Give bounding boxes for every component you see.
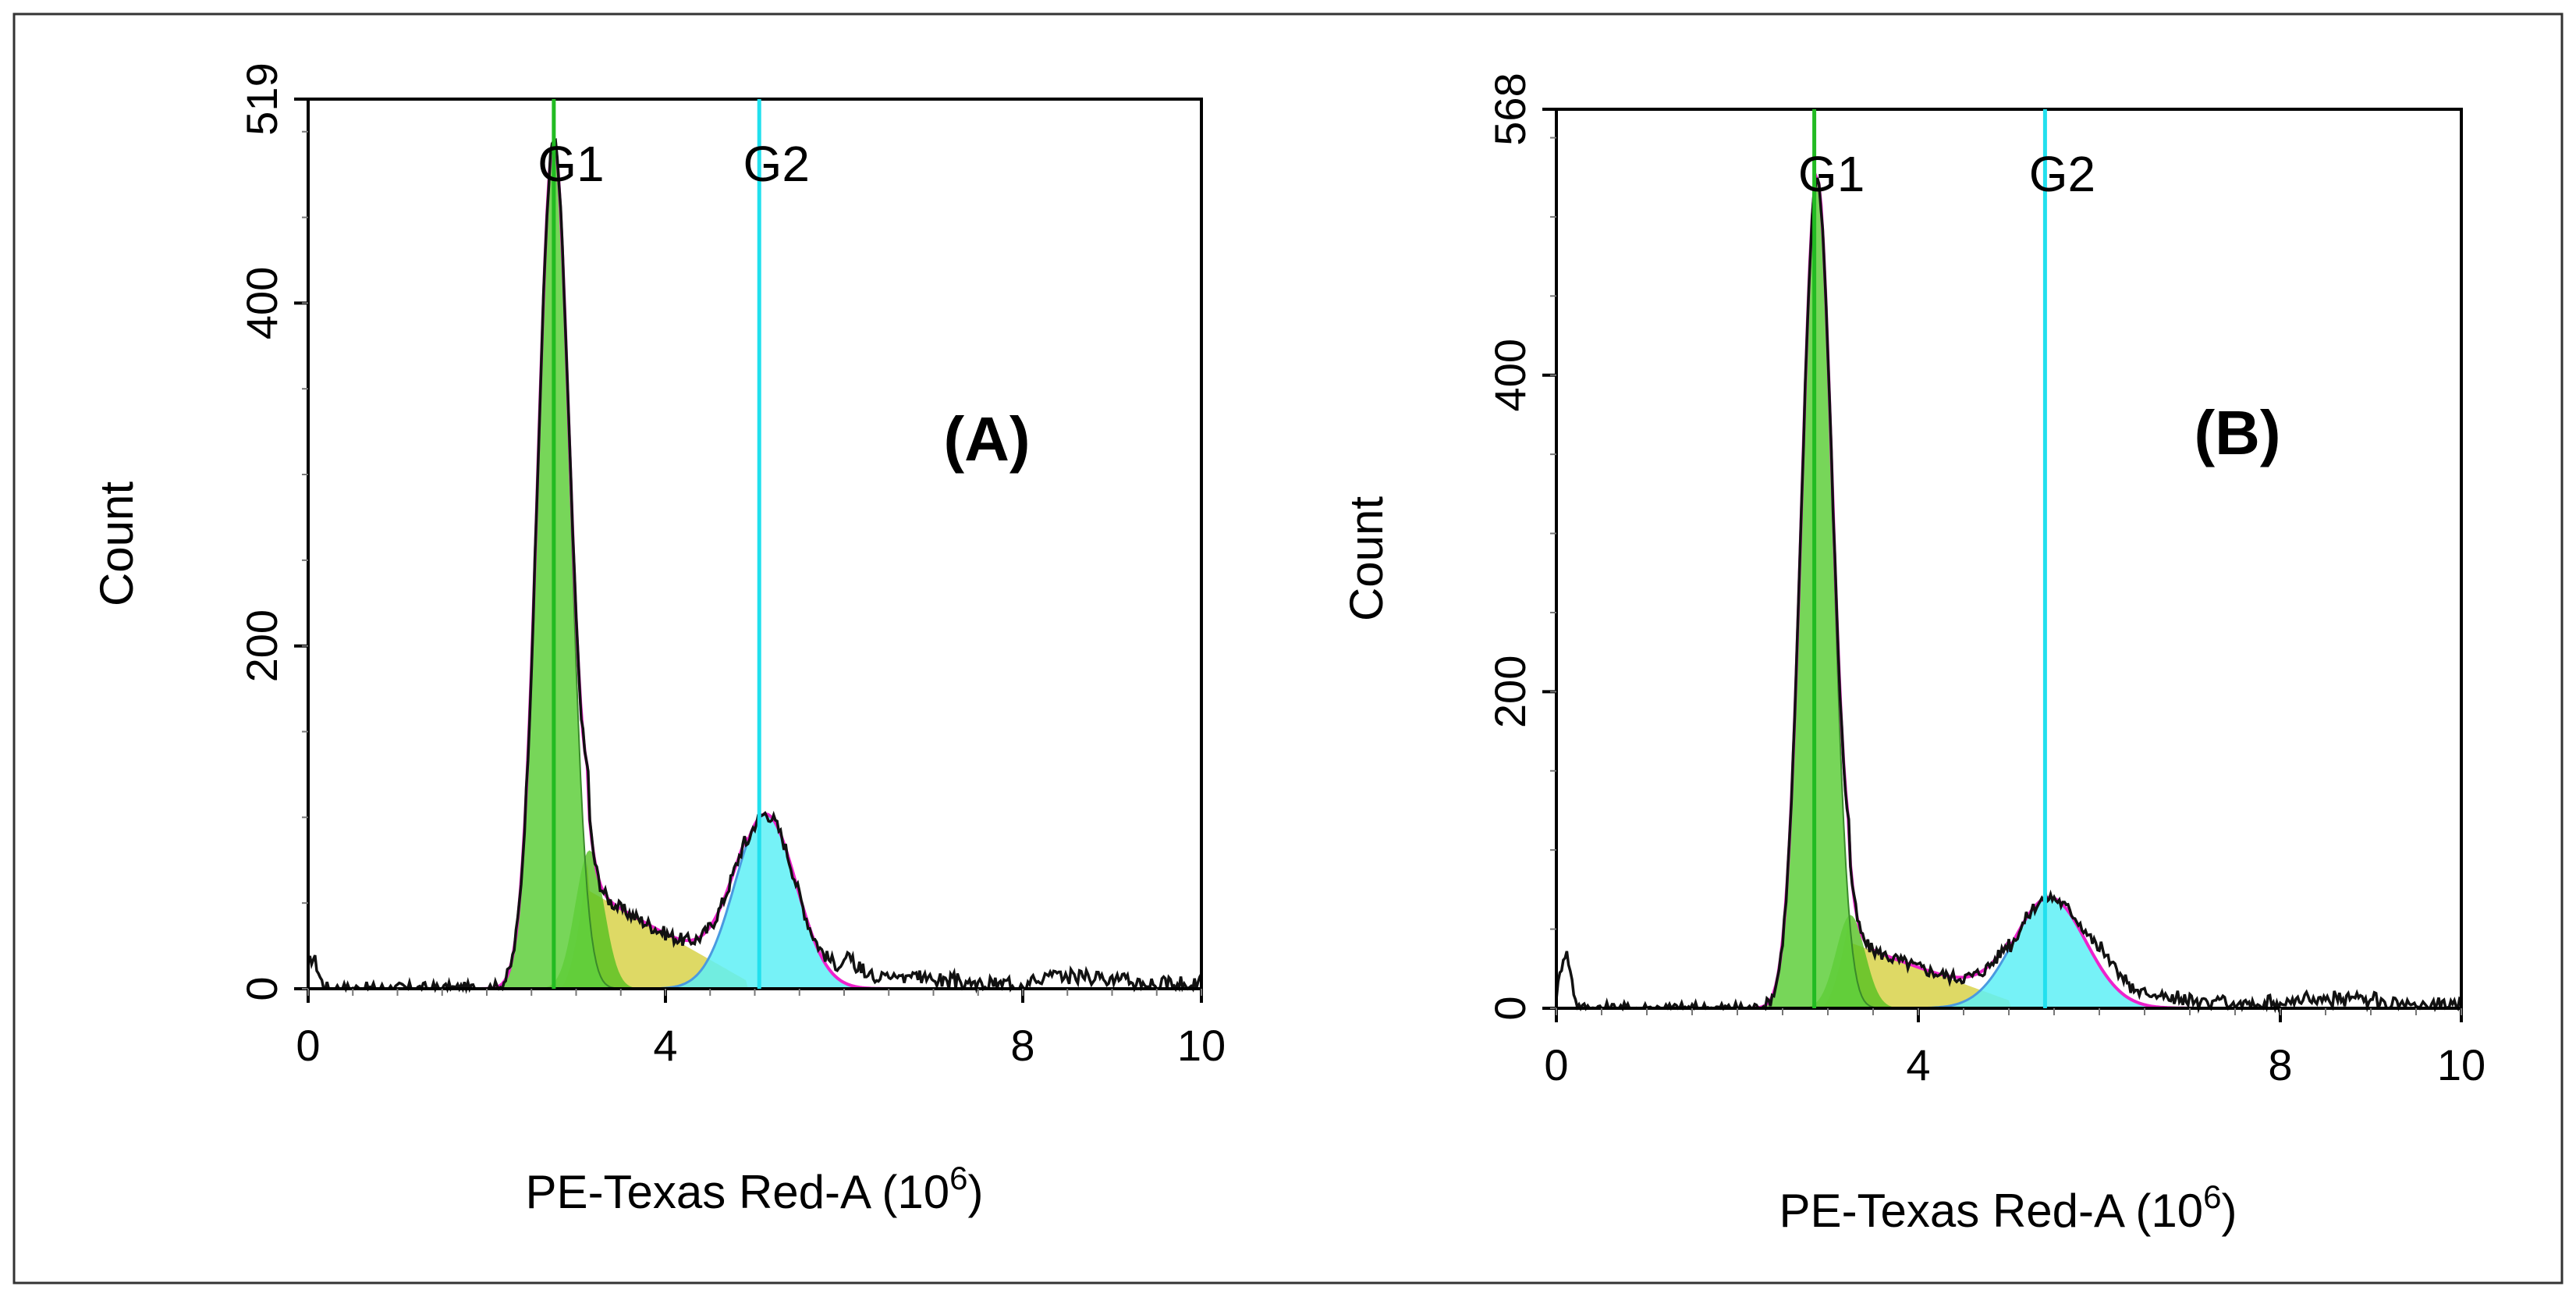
y-tick-label-a-0: 0 xyxy=(237,976,286,1000)
y-axis-title-a: Count xyxy=(90,481,143,606)
x-tick-label-b-0: 0 xyxy=(1544,1040,1568,1089)
panel-b: 0 200 400 568 0 4 8 10 G1 G2 (B) Count PE-Texas … xyxy=(1340,73,2486,1237)
panel-a: 0 200 400 519 0 4 8 10 G1 G2 (A) Count PE-Texas … xyxy=(90,62,1226,1218)
x-axis-close-b: ) xyxy=(2221,1185,2237,1237)
x-axis-close-a: ) xyxy=(967,1166,983,1218)
y-tick-label-a-3: 519 xyxy=(237,62,286,135)
panel-label-a: (A) xyxy=(943,404,1030,474)
histogram-line-a xyxy=(307,137,1203,994)
ticks-b: 0 200 400 568 0 4 8 10 xyxy=(1485,73,2486,1089)
gate-label-g2-a: G2 xyxy=(743,136,810,192)
x-axis-title-text-b: PE-Texas Red-A xyxy=(1779,1185,2125,1237)
x-tick-label-b-3: 10 xyxy=(2437,1040,2486,1089)
panel-label-b: (B) xyxy=(2194,398,2280,467)
x-axis-title-b: PE-Texas Red-A (106) xyxy=(1779,1178,2237,1237)
x-axis-title-a: PE-Texas Red-A (106) xyxy=(526,1160,984,1218)
x-axis-title-text-a: PE-Texas Red-A xyxy=(526,1166,871,1218)
x-tick-label-a-1: 4 xyxy=(653,1021,677,1070)
x-tick-label-a-0: 0 xyxy=(296,1021,320,1070)
y-axis-title-b: Count xyxy=(1340,496,1393,621)
y-tick-label-b-1: 200 xyxy=(1485,656,1535,728)
gates-b: G1 G2 xyxy=(1798,109,2095,1008)
x-tick-label-b-1: 4 xyxy=(1906,1040,1930,1089)
x-tick-label-b-2: 8 xyxy=(2268,1040,2292,1089)
x-tick-label-a-2: 8 xyxy=(1010,1021,1034,1070)
y-tick-label-b-3: 568 xyxy=(1485,73,1535,145)
gate-label-g2-b: G2 xyxy=(2029,146,2095,202)
y-tick-label-b-0: 0 xyxy=(1485,996,1535,1020)
ticks-a: 0 200 400 519 0 4 8 10 xyxy=(237,62,1226,1070)
x-axis-unit-b: (10 xyxy=(2135,1185,2203,1237)
gate-label-g1-b: G1 xyxy=(1798,146,1865,202)
y-tick-label-b-2: 400 xyxy=(1485,339,1535,411)
y-tick-label-a-2: 400 xyxy=(237,267,286,339)
y-tick-label-a-1: 200 xyxy=(237,609,286,682)
gate-label-g1-a: G1 xyxy=(538,136,604,192)
x-axis-exp-b: 6 xyxy=(2203,1178,2221,1215)
gates-a: G1 G2 xyxy=(538,99,810,989)
x-axis-exp-a: 6 xyxy=(949,1160,967,1196)
figure-border xyxy=(12,12,2564,1285)
x-axis-unit-a: (10 xyxy=(882,1166,949,1218)
x-tick-label-a-3: 10 xyxy=(1177,1021,1226,1070)
